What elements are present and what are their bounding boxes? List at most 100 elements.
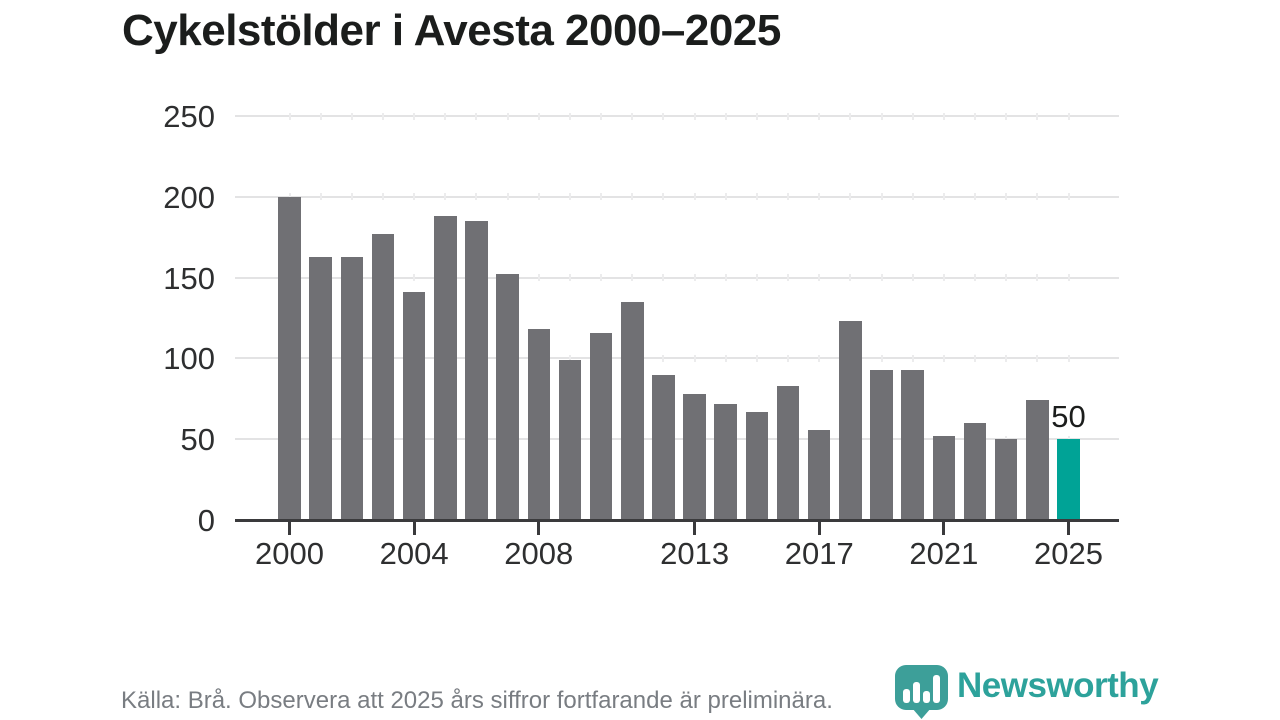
bar-2023 — [994, 439, 1018, 520]
minor-gridtick — [818, 193, 821, 201]
minor-gridtick — [787, 354, 790, 362]
bar-2001 — [309, 256, 332, 520]
bar-2015 — [745, 411, 769, 520]
minor-gridtick — [537, 112, 540, 120]
bar-2025 — [1057, 439, 1080, 520]
minor-gridtick — [974, 112, 977, 120]
minor-gridtick — [568, 193, 571, 201]
minor-gridtick — [974, 274, 977, 282]
minor-gridtick — [444, 193, 447, 201]
bar-2014 — [714, 403, 737, 520]
minor-gridtick — [475, 112, 478, 120]
minor-gridtick — [724, 354, 727, 362]
minor-gridtick — [1067, 354, 1070, 362]
minor-gridtick — [755, 112, 758, 120]
bar-2016 — [776, 385, 800, 520]
minor-gridtick — [1036, 112, 1039, 120]
minor-gridtick — [974, 193, 977, 201]
x-tick-2021 — [942, 522, 946, 535]
minor-gridtick — [693, 354, 696, 362]
x-axis-line — [235, 519, 1119, 522]
minor-gridtick — [849, 193, 852, 201]
minor-gridtick — [631, 193, 634, 201]
minor-gridtick — [1005, 193, 1008, 201]
chart-title: Cykelstölder i Avesta 2000–2025 — [122, 6, 781, 55]
newsworthy-wordmark: Newsworthy — [957, 666, 1159, 705]
minor-gridtick — [506, 193, 509, 201]
bar-2006 — [465, 221, 488, 520]
minor-gridtick — [724, 193, 727, 201]
minor-gridtick — [911, 193, 914, 201]
minor-gridtick — [381, 112, 384, 120]
minor-gridtick — [631, 274, 634, 282]
minor-gridtick — [693, 112, 696, 120]
minor-gridtick — [662, 193, 665, 201]
minor-gridtick — [350, 112, 353, 120]
minor-gridtick — [288, 112, 291, 120]
x-axis-label-2013: 2013 — [660, 536, 730, 571]
minor-gridtick — [568, 112, 571, 120]
bar-2019 — [870, 369, 893, 520]
minor-gridtick — [942, 193, 945, 201]
minor-gridtick — [942, 354, 945, 362]
bar-2012 — [652, 374, 675, 520]
minor-gridtick — [1067, 274, 1070, 282]
minor-gridtick — [537, 274, 540, 282]
minor-gridtick — [818, 274, 821, 282]
x-axis-label-2025: 2025 — [1034, 536, 1103, 571]
minor-gridtick — [1036, 274, 1039, 282]
y-axis-label-200: 200 — [163, 179, 215, 215]
x-tick-2004 — [412, 522, 416, 535]
x-tick-2017 — [817, 522, 821, 535]
minor-gridtick — [319, 193, 322, 201]
minor-gridtick — [413, 274, 416, 282]
minor-gridtick — [880, 354, 883, 362]
newsworthy-logo: Newsworthy — [893, 664, 1159, 719]
minor-gridtick — [755, 354, 758, 362]
minor-gridtick — [755, 193, 758, 201]
x-tick-2025 — [1067, 522, 1070, 535]
highlight-value-label: 50 — [1051, 399, 1086, 435]
minor-gridtick — [849, 274, 852, 282]
bar-2011 — [621, 301, 644, 520]
minor-gridtick — [600, 193, 603, 201]
bar-2013 — [683, 393, 706, 520]
y-axis-label-150: 150 — [163, 260, 215, 296]
minor-gridtick — [568, 354, 571, 362]
y-axis-label-0: 0 — [197, 503, 215, 538]
bar-2018 — [839, 321, 862, 520]
minor-gridtick — [413, 112, 416, 120]
minor-gridtick — [911, 354, 914, 362]
x-tick-2008 — [537, 522, 541, 535]
minor-gridtick — [350, 193, 353, 201]
minor-gridtick — [537, 193, 540, 201]
bar-2017 — [807, 429, 831, 520]
x-tick-2000 — [288, 522, 291, 535]
minor-gridtick — [662, 354, 665, 362]
minor-gridtick — [787, 112, 790, 120]
minor-gridtick — [1005, 274, 1008, 282]
newsworthy-pin-bar-chart-icon — [895, 665, 948, 719]
gridline-150 — [235, 276, 1119, 279]
minor-gridtick — [787, 193, 790, 201]
minor-gridtick — [600, 274, 603, 282]
minor-gridtick — [849, 112, 852, 120]
minor-gridtick — [880, 112, 883, 120]
minor-gridtick — [413, 193, 416, 201]
gridline-50 — [235, 438, 1119, 441]
bar-2022 — [963, 423, 987, 520]
minor-gridtick — [475, 193, 478, 201]
minor-gridtick — [1005, 112, 1008, 120]
x-tick-2013 — [693, 522, 697, 535]
x-axis-label-2004: 2004 — [379, 536, 449, 571]
x-axis-label-2021: 2021 — [909, 536, 979, 571]
gridline-200 — [235, 195, 1119, 198]
x-axis-label-2017: 2017 — [784, 536, 854, 571]
y-axis-label-50: 50 — [180, 422, 215, 458]
minor-gridtick — [1067, 193, 1070, 201]
minor-gridtick — [880, 274, 883, 282]
x-axis-label-2008: 2008 — [504, 536, 574, 571]
minor-gridtick — [1067, 112, 1070, 120]
y-axis-label-250: 250 — [163, 99, 215, 134]
